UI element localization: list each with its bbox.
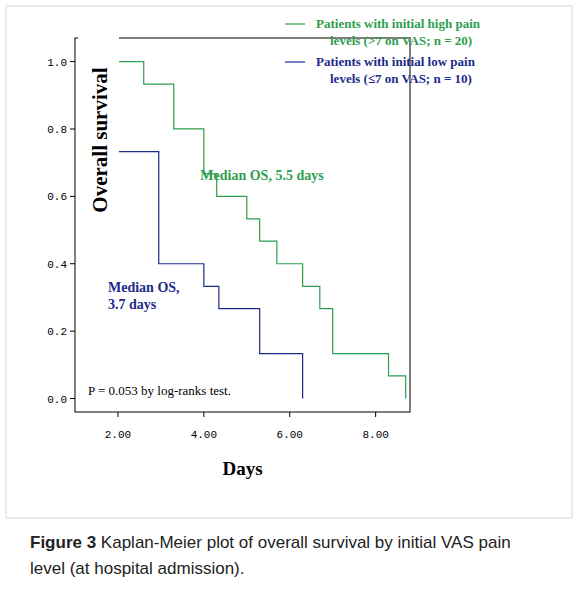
x-tick-label: 4.00	[191, 429, 217, 441]
annotation: Median OS, 5.5 days	[200, 168, 324, 183]
legend-line: Patients with initial high pain	[316, 16, 481, 31]
survival-curve	[118, 152, 303, 399]
legend-swatch	[285, 23, 305, 24]
x-tick	[289, 412, 290, 417]
y-tick-label: 0.2	[47, 326, 67, 338]
legend-entry: Patients with initial low pain levels (≤7…	[316, 54, 476, 86]
y-tick-label: 0.0	[47, 394, 67, 406]
y-tick	[70, 61, 75, 62]
legend-line: levels (>7 on VAS; n = 20)	[330, 33, 472, 48]
series-group	[118, 62, 406, 399]
x-tick-label: 2.00	[105, 429, 131, 441]
x-axis-label: Days	[222, 458, 262, 479]
y-tick	[70, 398, 75, 399]
legend-line: levels (≤7 on VAS; n = 10)	[330, 71, 472, 86]
x-tick-label: 8.00	[362, 429, 388, 441]
legend-swatch	[285, 61, 305, 62]
y-tick	[70, 196, 75, 197]
y-tick-label: 1.0	[47, 57, 67, 69]
x-tick	[117, 412, 118, 417]
y-tick-label: 0.8	[47, 124, 67, 136]
y-tick-label: 0.6	[47, 191, 67, 203]
y-axis-label: Overall survival	[88, 67, 112, 212]
y-tick	[70, 263, 75, 264]
x-tick	[375, 412, 376, 417]
y-label-box	[78, 12, 119, 267]
x-tick	[203, 412, 204, 417]
caption-text: Kaplan-Meier plot of overall survival by…	[30, 533, 511, 578]
annotation: P = 0.053 by log-ranks test.	[88, 383, 231, 398]
chart-border	[6, 6, 572, 518]
y-tick	[70, 128, 75, 129]
caption: Figure 3 Kaplan-Meier plot of overall su…	[30, 530, 530, 582]
x-tick-label: 6.00	[277, 429, 303, 441]
y-tick-label: 0.4	[47, 259, 67, 271]
legend-line: Patients with initial low pain	[316, 54, 476, 69]
y-tick	[70, 331, 75, 332]
chart-svg: 0.0 0.2 0.4 0.6 0.8 1.0 2.00 4.00 6.00 8.00 Days Ov…	[0, 0, 579, 601]
annotation: 3.7 days	[108, 297, 157, 312]
plot-frame	[75, 38, 410, 412]
survival-curve	[118, 62, 406, 399]
caption-label: Figure 3	[30, 533, 96, 552]
annotation: Median OS,	[108, 280, 180, 295]
legend-entry: Patients with initial high pain levels (>…	[316, 16, 481, 48]
